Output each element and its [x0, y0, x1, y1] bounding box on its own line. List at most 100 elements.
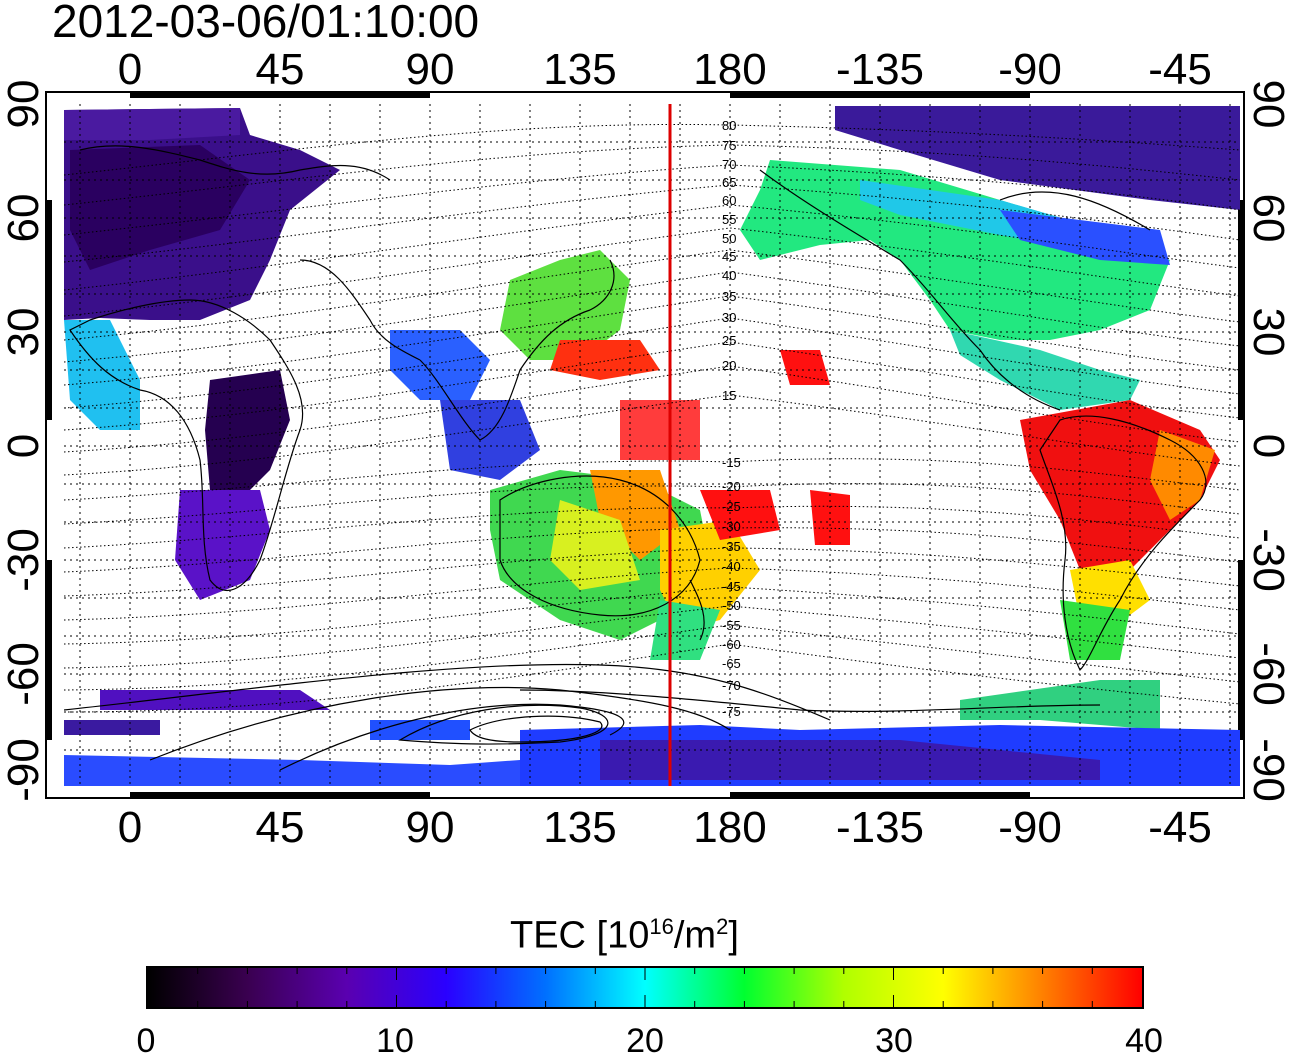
tec-region-japan-red: [550, 340, 660, 380]
colorbar-title-prefix: TEC [10: [510, 914, 650, 957]
lon-tick-bottom-45: 45: [256, 803, 305, 852]
colorbar-label-10: 10: [376, 1022, 414, 1060]
tec-region-pacific-red-4: [620, 400, 700, 460]
mlat-label-m25: -25: [722, 499, 741, 514]
lat-axis-right: 90 60 30 0 -30 -60 -90: [1244, 80, 1292, 802]
mlat-label-50: 50: [722, 231, 736, 246]
mlat-label-m75: -75: [722, 704, 741, 719]
lon-tick-bottom-m90: -90: [998, 803, 1062, 852]
tec-region-north-america: [740, 160, 1170, 340]
colorbar-label-0: 0: [136, 1022, 156, 1060]
colorbar-title-mid: /m: [673, 914, 717, 957]
mlat-label-30: 30: [722, 310, 736, 325]
lon-tick-bottom-90: 90: [406, 803, 455, 852]
mlat-label-60: 60: [722, 193, 736, 208]
lon-tick-top-135: 135: [543, 45, 616, 94]
tec-region-se-asia: [440, 400, 540, 480]
lon-tick-top-180: 180: [693, 45, 766, 94]
colorbar-title: TEC [1016/m2]: [510, 905, 739, 958]
tec-region-central-america: [950, 330, 1140, 410]
colorbar-gradient: [146, 966, 1144, 1009]
lat-tick-left-0: 0: [0, 434, 48, 458]
mlat-label-15: 15: [722, 388, 736, 403]
mlat-label-m60: -60: [722, 637, 741, 652]
lon-tick-bottom-135: 135: [543, 803, 616, 852]
timestamp-title: 2012-03-06/01:10:00: [52, 0, 480, 47]
colorbar-label-30: 30: [875, 1022, 913, 1060]
coastlines: [69, 145, 1207, 712]
mlat-label-m20: -20: [722, 479, 741, 494]
colorbar-label-40: 40: [1125, 1022, 1163, 1060]
lon-tick-top-m45: -45: [1148, 45, 1212, 94]
tec-region-antarctic-strip: [64, 720, 160, 735]
lon-tick-top-m90: -90: [998, 45, 1062, 94]
mlat-label-m55: -55: [722, 618, 741, 633]
lat-tick-right-0: 0: [1244, 434, 1292, 458]
tec-region-pacific-red-3: [810, 490, 850, 545]
lon-tick-bottom-0: 0: [118, 803, 142, 852]
tec-region-antarctic-left: [64, 755, 520, 786]
lon-tick-bottom-180: 180: [693, 803, 766, 852]
lon-tick-top-0: 0: [118, 45, 142, 94]
mlat-label-80: 80: [722, 118, 736, 133]
mlat-label-m70: -70: [722, 678, 741, 693]
mlat-label-75: 75: [722, 138, 736, 153]
mlat-label-70: 70: [722, 157, 736, 172]
mlat-labels: 80 75 70 65 60 55 50 45 40 35 30 25 20 1…: [722, 118, 741, 719]
mlat-label-25: 25: [722, 333, 736, 348]
mlat-label-45: 45: [722, 249, 736, 264]
lat-tick-right-m60: -60: [1244, 642, 1292, 706]
lat-tick-right-60: 60: [1244, 194, 1292, 243]
mlat-label-m65: -65: [722, 656, 741, 671]
tec-region-nz-green: [650, 600, 720, 660]
tec-region-southern-purple: [100, 690, 330, 710]
lon-tick-top-m135: -135: [836, 45, 924, 94]
lat-tick-right-90: 90: [1244, 80, 1292, 129]
lon-tick-bottom-m45: -45: [1148, 803, 1212, 852]
colorbar-title-exp2: 2: [716, 914, 729, 939]
tec-region-pacific-red-1: [780, 350, 830, 385]
mlat-label-m15: -15: [722, 455, 741, 470]
lat-tick-right-30: 30: [1244, 308, 1292, 357]
colorbar-ticks: [197, 968, 1093, 1007]
tec-region-nz: [660, 520, 760, 630]
lat-axis-left: 90 60 30 0 -30 -60 -90: [0, 80, 48, 802]
mlat-label-65: 65: [722, 175, 736, 190]
colorbar-title-suffix: ]: [728, 914, 739, 957]
mlat-label-40: 40: [722, 268, 736, 283]
lon-tick-bottom-m135: -135: [836, 803, 924, 852]
lon-tick-top-45: 45: [256, 45, 305, 94]
mlat-contours-south-solid: [64, 663, 831, 771]
lon-axis-top: 0 45 90 135 180 -135 -90 -45: [118, 45, 1212, 94]
tec-region-sa-orange: [1150, 430, 1215, 520]
tec-region-sa-green: [1060, 600, 1130, 660]
mlat-label-35: 35: [722, 289, 736, 304]
mlat-label-20: 20: [722, 358, 736, 373]
lat-tick-left-30: 30: [0, 308, 48, 357]
mlat-contours: [64, 123, 1240, 713]
frame-edge-bars: [46, 92, 1244, 798]
tec-region-na-blue: [1000, 210, 1170, 265]
lat-tick-right-m90: -90: [1244, 738, 1292, 802]
mlat-label-m50: -50: [722, 598, 741, 613]
lon-tick-top-90: 90: [406, 45, 455, 94]
mlat-label-m45: -45: [722, 579, 741, 594]
lat-tick-left-m30: -30: [0, 528, 48, 592]
lat-tick-left-60: 60: [0, 194, 48, 243]
mlat-label-m40: -40: [722, 559, 741, 574]
mlat-label-55: 55: [722, 212, 736, 227]
tec-region-arctic-left: [64, 108, 240, 140]
tec-region-south-africa: [175, 490, 270, 600]
lat-tick-right-m30: -30: [1244, 528, 1292, 592]
colorbar-title-exp1: 16: [649, 914, 674, 939]
tec-region-arctic-right: [835, 106, 1240, 210]
tec-map: 80 75 70 65 60 55 50 45 40 35 30 25 20 1…: [0, 45, 1292, 852]
tec-region-east-africa: [205, 370, 290, 500]
mlat-label-m30: -30: [722, 519, 741, 534]
lon-axis-bottom: 0 45 90 135 180 -135 -90 -45: [118, 803, 1212, 852]
colorbar-label-20: 20: [626, 1022, 664, 1060]
tec-region-australia-orange: [590, 470, 680, 560]
mlat-label-m35: -35: [722, 539, 741, 554]
lat-tick-left-m90: -90: [0, 738, 48, 802]
lat-tick-left-m60: -60: [0, 642, 48, 706]
